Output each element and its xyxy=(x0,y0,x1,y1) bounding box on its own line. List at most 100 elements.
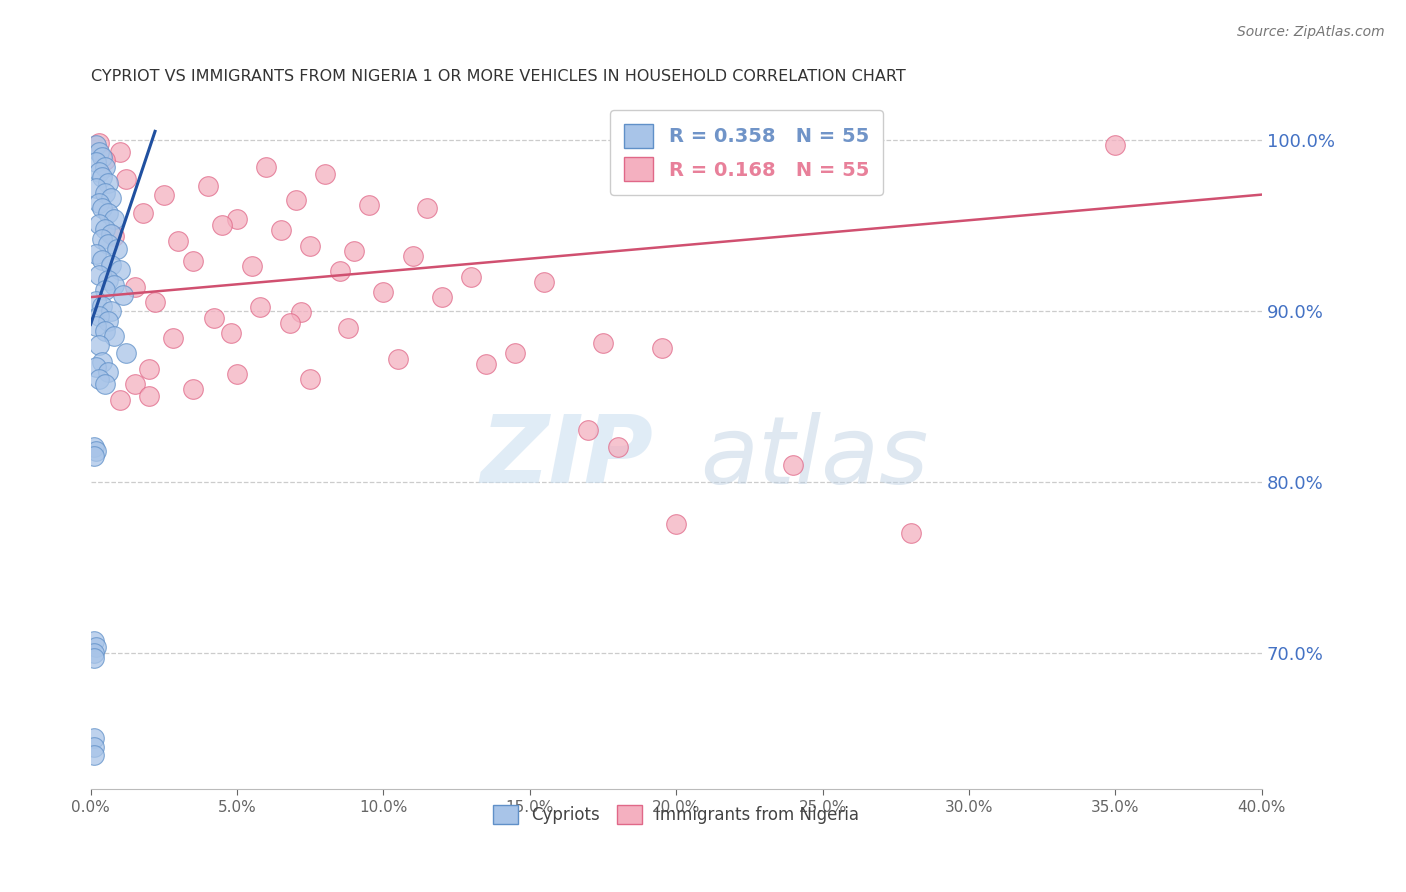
Point xyxy=(197,179,219,194)
Point xyxy=(143,295,166,310)
Point xyxy=(651,342,673,356)
Point xyxy=(89,338,111,352)
Point xyxy=(343,244,366,258)
Point xyxy=(89,372,111,386)
Point xyxy=(181,254,204,268)
Point xyxy=(138,389,160,403)
Point xyxy=(357,198,380,212)
Point xyxy=(94,221,117,235)
Point xyxy=(89,165,111,179)
Point xyxy=(108,145,131,159)
Point xyxy=(83,441,105,455)
Point xyxy=(416,201,439,215)
Point xyxy=(94,324,117,338)
Point xyxy=(226,211,249,226)
Point xyxy=(108,392,131,407)
Point xyxy=(105,242,128,256)
Point xyxy=(91,201,114,215)
Point xyxy=(83,650,105,665)
Text: atlas: atlas xyxy=(700,411,928,502)
Point xyxy=(387,351,409,366)
Point xyxy=(100,303,122,318)
Point xyxy=(94,377,117,392)
Point xyxy=(900,525,922,540)
Point xyxy=(94,153,117,168)
Point xyxy=(86,360,108,375)
Point xyxy=(86,443,108,458)
Point xyxy=(111,288,134,302)
Point xyxy=(89,217,111,231)
Point xyxy=(533,275,555,289)
Text: Source: ZipAtlas.com: Source: ZipAtlas.com xyxy=(1237,25,1385,39)
Point xyxy=(97,206,120,220)
Legend: Cypriots, Immigrants from Nigeria: Cypriots, Immigrants from Nigeria xyxy=(485,797,868,833)
Point xyxy=(97,273,120,287)
Text: CYPRIOT VS IMMIGRANTS FROM NIGERIA 1 OR MORE VEHICLES IN HOUSEHOLD CORRELATION C: CYPRIOT VS IMMIGRANTS FROM NIGERIA 1 OR … xyxy=(90,69,905,84)
Point xyxy=(202,310,225,325)
Point xyxy=(290,305,312,319)
Point xyxy=(167,234,190,248)
Point xyxy=(94,160,117,174)
Point xyxy=(592,336,614,351)
Point xyxy=(299,239,322,253)
Point xyxy=(83,449,105,463)
Point xyxy=(181,383,204,397)
Point xyxy=(138,362,160,376)
Point xyxy=(114,346,136,360)
Point xyxy=(86,293,108,308)
Point xyxy=(475,357,498,371)
Point xyxy=(94,283,117,297)
Point xyxy=(83,633,105,648)
Point xyxy=(100,191,122,205)
Point xyxy=(124,280,146,294)
Point xyxy=(108,262,131,277)
Point xyxy=(86,180,108,194)
Text: ZIP: ZIP xyxy=(479,411,652,503)
Point xyxy=(162,331,184,345)
Point xyxy=(89,145,111,159)
Point xyxy=(91,232,114,246)
Point xyxy=(86,319,108,334)
Point xyxy=(86,155,108,169)
Point xyxy=(91,252,114,267)
Point xyxy=(89,196,111,211)
Point xyxy=(665,517,688,532)
Point xyxy=(83,747,105,762)
Point xyxy=(103,329,125,343)
Point xyxy=(219,326,242,340)
Point xyxy=(270,223,292,237)
Point xyxy=(103,211,125,226)
Point xyxy=(782,458,804,472)
Point xyxy=(337,321,360,335)
Point xyxy=(278,316,301,330)
Point xyxy=(91,355,114,369)
Point xyxy=(86,138,108,153)
Point xyxy=(86,247,108,261)
Point xyxy=(430,290,453,304)
Point xyxy=(460,269,482,284)
Point xyxy=(89,268,111,282)
Point xyxy=(284,193,307,207)
Point xyxy=(299,372,322,386)
Point xyxy=(153,187,176,202)
Point xyxy=(86,640,108,655)
Point xyxy=(97,237,120,252)
Point xyxy=(83,731,105,745)
Point xyxy=(83,646,105,660)
Point xyxy=(97,365,120,379)
Point xyxy=(114,172,136,186)
Point xyxy=(254,160,277,174)
Point xyxy=(249,301,271,315)
Point xyxy=(402,249,425,263)
Point xyxy=(97,176,120,190)
Point xyxy=(328,264,350,278)
Point xyxy=(124,377,146,392)
Point xyxy=(91,150,114,164)
Point xyxy=(132,206,155,220)
Point xyxy=(503,346,526,360)
Point xyxy=(100,227,122,241)
Point xyxy=(83,739,105,754)
Point xyxy=(314,167,336,181)
Point xyxy=(97,314,120,328)
Point xyxy=(226,367,249,381)
